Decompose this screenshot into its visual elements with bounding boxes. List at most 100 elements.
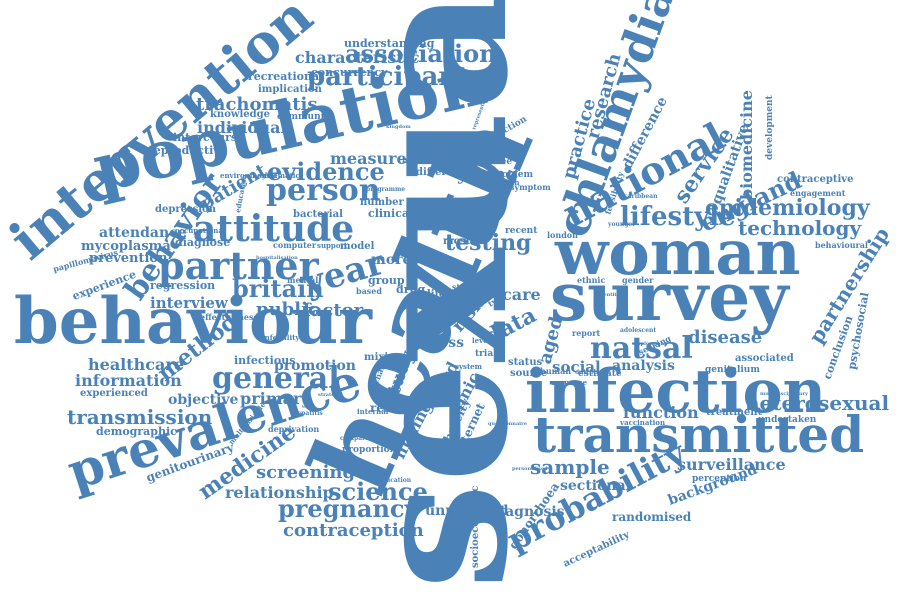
word-perception: perception xyxy=(692,474,747,484)
word-most: most xyxy=(443,236,471,247)
word-systematic: systematic xyxy=(258,171,300,180)
word-biomedicine: biomedicine xyxy=(737,90,756,200)
word-attitude: attitude xyxy=(193,208,354,250)
word-sample: sample xyxy=(530,455,610,479)
word-science: science xyxy=(328,477,428,506)
word-characteristic: characteristic xyxy=(295,48,420,67)
word-comparison: comparison xyxy=(340,435,380,442)
word-demographic: demographic xyxy=(96,425,177,438)
word-epidemiology: epidemiology xyxy=(705,195,871,221)
word-behavioural: behavioural xyxy=(815,240,868,250)
word-different: different xyxy=(416,167,465,178)
word-unplanned: unplanned xyxy=(425,503,509,519)
word-young: young xyxy=(456,164,519,185)
word-partner: partner xyxy=(158,243,320,288)
word-objective: objective xyxy=(168,392,239,408)
word-intercourse: intercourse xyxy=(173,131,244,144)
word-screening: screening xyxy=(256,462,355,483)
word-clinical: clinical xyxy=(368,207,413,220)
word-system: system xyxy=(455,362,483,371)
word-outcome: outcome xyxy=(575,369,604,376)
word-treatment: treatment xyxy=(706,407,763,418)
word-occupational: occupational xyxy=(175,226,226,235)
word-function: function xyxy=(623,403,699,422)
word-mixing: mixing xyxy=(364,352,402,363)
word-strategy: strategy xyxy=(318,392,342,398)
word-natsal: natsal xyxy=(590,331,693,366)
word-public: public xyxy=(256,299,319,320)
word-woman: woman xyxy=(554,216,801,289)
word-contraceptive: contraceptive xyxy=(777,174,853,185)
word-heterosexual: heterosexual xyxy=(745,391,890,415)
word-estimate: estimate xyxy=(578,369,622,379)
word-hospitalisation: hospitalisation xyxy=(256,255,298,261)
word-ethnic: ethnic xyxy=(577,275,605,285)
word-mycoplasma: mycoplasma xyxy=(81,239,171,254)
word-contraception: contraception xyxy=(283,520,424,541)
word-experienced: experienced xyxy=(80,388,148,399)
word-depression: depression xyxy=(155,204,217,215)
word-life: life xyxy=(427,289,445,300)
word-testing: testing xyxy=(445,230,531,256)
word-source: source xyxy=(510,368,547,379)
word-level: level xyxy=(472,336,491,345)
word-london: london xyxy=(547,230,578,240)
word-stis: stis xyxy=(452,282,468,292)
word-infection: infection xyxy=(525,357,826,427)
word-personalised: personalised xyxy=(512,466,548,472)
word-examine: examine xyxy=(432,154,469,164)
word-bacterial: bacterial xyxy=(293,209,343,220)
word-human: human xyxy=(540,366,571,376)
word-genitalium: genitalium xyxy=(705,365,760,375)
word-morbidity: morbidity xyxy=(402,155,446,165)
word-community: community xyxy=(277,112,334,122)
word-primary: primary xyxy=(240,389,311,408)
word-higher: higher xyxy=(464,219,498,229)
word-questionnaire: questionnaire xyxy=(488,421,527,427)
word-measure: measure xyxy=(330,149,407,168)
word-development: development xyxy=(765,95,775,160)
word-effectiveness: effectiveness xyxy=(200,312,259,322)
word-number: number xyxy=(360,197,404,208)
word-mental: mental xyxy=(287,275,318,285)
word-common: common xyxy=(486,178,520,187)
word-result: result xyxy=(370,401,410,415)
word-positive: positive xyxy=(429,443,464,453)
word-symptom: symptom xyxy=(510,182,551,192)
word-pregnancy: pregnancy xyxy=(278,494,420,523)
word-kingdom: kingdom xyxy=(386,124,411,130)
word-sexual: sexual xyxy=(327,0,550,590)
word-information: information xyxy=(75,371,182,390)
word-regression: regression xyxy=(150,279,215,292)
word-internal: internal xyxy=(357,407,389,416)
word-attendee: attendee xyxy=(468,157,512,167)
word-technology: technology xyxy=(738,216,862,240)
word-care: care xyxy=(502,285,541,304)
word-environmental: environmental xyxy=(220,171,277,180)
word-computer: computer xyxy=(273,240,317,250)
word-sectional: sectional xyxy=(560,478,631,494)
word-factor: factor xyxy=(303,300,364,321)
word-notification: notification xyxy=(424,457,463,464)
word-recent: recent xyxy=(505,226,538,236)
word-programme: programme xyxy=(366,186,405,193)
word-deprivation: deprivation xyxy=(268,424,319,434)
word-gender: gender xyxy=(622,275,654,285)
word-transmission: transmission xyxy=(67,405,213,429)
word-engagement: engagement xyxy=(790,188,846,198)
word-behaviour: behaviour xyxy=(14,284,373,359)
word-potential: potential xyxy=(428,130,469,140)
word-associated: associated xyxy=(735,353,794,364)
word-diagnosis: diagnosis xyxy=(490,504,565,520)
word-acceptability: acceptability xyxy=(562,529,633,570)
word-person: person xyxy=(266,173,381,208)
word-response: response xyxy=(552,378,588,387)
word-surveillance: surveillance xyxy=(677,455,786,474)
word-vaccination: vaccination xyxy=(619,418,665,427)
word-identity: identity xyxy=(598,292,621,298)
word-based: based xyxy=(356,286,382,296)
word-status: status xyxy=(508,357,543,368)
word-analysis: analysis xyxy=(612,358,675,374)
